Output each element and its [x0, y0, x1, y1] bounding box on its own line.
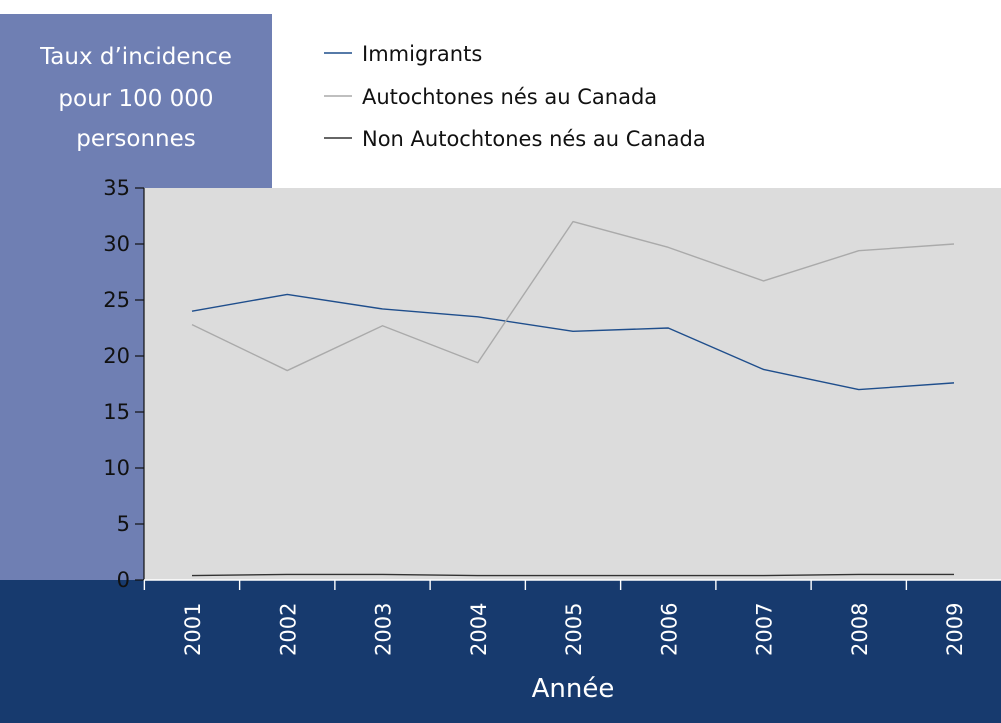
data-point-autochtones: [858, 250, 860, 252]
data-point-autochtones: [762, 280, 764, 282]
y-tick-label: 5: [117, 512, 130, 536]
data-point-non-autochtones: [572, 574, 574, 576]
data-point-autochtones: [477, 362, 479, 364]
x-tick-label: 2003: [372, 603, 396, 656]
data-point-non-autochtones: [191, 574, 193, 576]
series-line-non-autochtones: [191, 573, 954, 577]
y-tick-label: 25: [103, 288, 130, 312]
data-point-non-autochtones: [667, 574, 669, 576]
x-axis: 2001 2002 2003 2004 2005 2006 2007 2008 2009: [143, 579, 1001, 656]
legend-label-non-autochtones: Non Autochtones nés au Canada: [362, 127, 706, 151]
data-point-immigrants: [762, 368, 764, 370]
y-tick-label: 0: [117, 568, 130, 592]
data-point-non-autochtones: [381, 573, 383, 575]
x-tick-label: 2008: [848, 603, 872, 656]
y-tick-label: 20: [103, 344, 130, 368]
data-point-autochtones: [667, 246, 669, 248]
data-point-immigrants: [572, 330, 574, 332]
legend: Immigrants Autochtones nés au Canada Non…: [324, 42, 706, 151]
data-point-autochtones: [381, 325, 383, 327]
data-point-non-autochtones: [953, 573, 955, 575]
data-point-immigrants: [858, 388, 860, 390]
series-lines: [191, 220, 955, 577]
x-tick-label: 2007: [753, 603, 777, 656]
data-point-immigrants: [667, 327, 669, 329]
data-point-non-autochtones: [762, 574, 764, 576]
series-line-immigrants: [191, 293, 955, 391]
x-axis-label: Année: [532, 674, 615, 704]
y-tick-label: 10: [103, 456, 130, 480]
data-point-non-autochtones: [286, 573, 288, 575]
y-axis-label-line-2: pour 100 000: [58, 86, 213, 112]
y-axis-label-line-3: personnes: [76, 126, 196, 152]
y-axis: 0 5 10 15 20 25 30 35: [103, 176, 145, 592]
data-point-non-autochtones: [477, 574, 479, 576]
legend-label-immigrants: Immigrants: [362, 42, 482, 66]
x-tick-label: 2001: [181, 603, 205, 656]
series-line-autochtones: [191, 220, 955, 372]
data-point-immigrants: [953, 382, 955, 384]
data-point-immigrants: [477, 316, 479, 318]
data-point-immigrants: [191, 310, 193, 312]
plot-area: [144, 188, 1001, 580]
x-tick-label: 2006: [657, 603, 681, 656]
y-tick-label: 35: [103, 176, 130, 200]
y-axis-label-line-1: Taux d’incidence: [39, 44, 232, 70]
x-tick-label: 2004: [467, 603, 491, 656]
legend-label-autochtones: Autochtones nés au Canada: [362, 85, 657, 109]
y-tick-label: 30: [103, 232, 130, 256]
data-point-autochtones: [191, 323, 193, 325]
data-point-autochtones: [286, 369, 288, 371]
x-tick-label: 2002: [276, 603, 300, 656]
data-point-autochtones: [953, 243, 955, 245]
data-point-immigrants: [286, 293, 288, 295]
y-tick-label: 15: [103, 400, 130, 424]
x-tick-label: 2009: [943, 603, 967, 656]
xlabel-panel: [0, 580, 1001, 723]
data-point-immigrants: [381, 308, 383, 310]
data-point-autochtones: [572, 220, 574, 222]
x-tick-label: 2005: [562, 603, 586, 656]
data-point-non-autochtones: [858, 573, 860, 575]
